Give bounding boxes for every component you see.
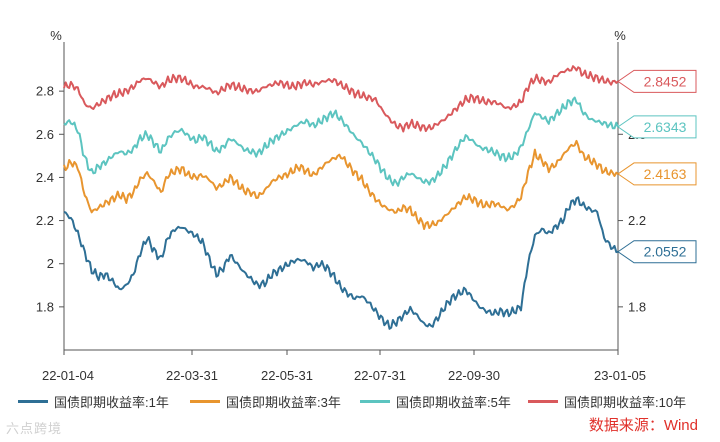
end-value-label-3y: 2.4163 [644,166,687,182]
legend-label-3y: 国债即期收益率:3年 [226,395,341,410]
series-line-1y [63,196,619,330]
left-y-tick-label: 2.6 [36,127,54,142]
legend-item-10y: 国债即期收益率:10年 [528,392,686,411]
left-y-tick-label: 2.2 [36,213,54,228]
x-tick-label: 22-05-31 [261,368,313,383]
legend-swatch-3y [190,400,220,403]
legend-label-10y: 国债即期收益率:10年 [564,395,687,410]
left-y-tick-label: 2.8 [36,84,54,99]
x-tick-label: 22-09-30 [448,368,500,383]
legend-item-1y: 国债即期收益率:1年 [18,392,169,411]
legend-item-5y: 国债即期收益率:5年 [360,392,511,411]
end-value-callout-3y [617,162,697,186]
x-tick-label: 22-01-04 [42,368,94,383]
x-tick-label: 22-07-31 [354,368,406,383]
legend-item-3y: 国债即期收益率:3年 [190,392,341,411]
left-y-tick-label: 1.8 [36,299,54,314]
line-chart: %%1.822.22.42.62.81.82.22.622-01-0422-03… [36,28,697,383]
left-y-tick-label: 2.4 [36,170,54,185]
end-value-label-1y: 2.0552 [644,244,687,260]
end-value-label-5y: 2.6343 [644,119,687,135]
left-axis-unit: % [50,28,62,43]
chart-legend: 国债即期收益率:1年 国债即期收益率:3年 国债即期收益率:5年 国债即期收益率… [18,392,718,416]
end-value-callout-10y [617,69,697,93]
legend-label-5y: 国债即期收益率:5年 [396,395,511,410]
left-y-tick-label: 2 [47,256,54,271]
right-axis-unit: % [614,28,626,43]
end-value-callout-1y [617,240,697,264]
legend-label-1y: 国债即期收益率:1年 [54,395,169,410]
series-line-5y [63,96,619,187]
x-tick-label: 23-01-05 [594,368,646,383]
legend-swatch-1y [18,400,48,403]
right-y-tick-label: 2.2 [628,213,646,228]
x-tick-label: 22-03-31 [166,368,218,383]
legend-swatch-10y [528,400,558,403]
legend-swatch-5y [360,400,390,403]
end-value-label-10y: 2.8452 [644,73,687,89]
end-value-callout-5y [617,115,697,139]
source-note: 数据来源：Wind [588,417,698,434]
series-line-3y [63,139,619,230]
right-y-tick-label: 1.8 [628,299,646,314]
series-line-10y [63,65,619,133]
watermark: 六点跨境 [6,421,63,436]
